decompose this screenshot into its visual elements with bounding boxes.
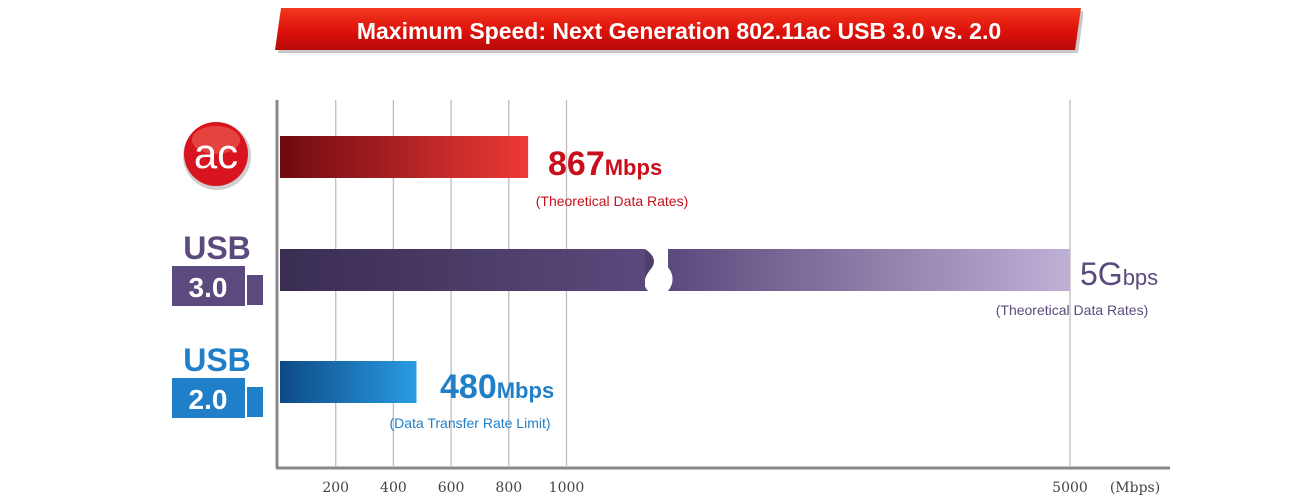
x-tick-label: 5000 bbox=[1052, 480, 1088, 496]
x-tick-label: 600 bbox=[438, 480, 465, 496]
usb-3-icon: USB 3.0 bbox=[172, 230, 263, 306]
bar-break-gap bbox=[665, 249, 673, 291]
ac-logo-icon: ac bbox=[183, 122, 251, 190]
chart-title: Maximum Speed: Next Generation 802.11ac … bbox=[356, 18, 1002, 44]
bar-ac bbox=[280, 136, 529, 178]
usb-label: USB bbox=[183, 230, 251, 266]
x-unit-label: (Mbps) bbox=[1110, 480, 1160, 496]
x-tick-label: 400 bbox=[380, 480, 407, 496]
value-label: 867Mbps bbox=[548, 145, 662, 183]
data-rate-note: (Theoretical Data Rates) bbox=[536, 193, 689, 209]
usb-2-icon: USB 2.0 bbox=[172, 342, 263, 418]
usb-label: USB bbox=[183, 342, 251, 378]
bar-usb3-segment bbox=[668, 249, 1070, 291]
ac-logo-text: ac bbox=[194, 130, 238, 177]
title-banner bbox=[275, 8, 1083, 53]
bar-usb3-segment bbox=[280, 249, 645, 291]
x-tick-label: 1000 bbox=[549, 480, 585, 496]
usb-version-label: 3.0 bbox=[189, 272, 228, 303]
x-tick-label: 800 bbox=[495, 480, 522, 496]
data-rate-note: (Theoretical Data Rates) bbox=[996, 302, 1149, 318]
bar-break-edge bbox=[644, 249, 654, 291]
value-label: 480Mbps bbox=[440, 368, 554, 406]
x-tick-label: 200 bbox=[322, 480, 349, 496]
data-rate-note: (Data Transfer Rate Limit) bbox=[389, 415, 550, 431]
usb-version-label: 2.0 bbox=[189, 384, 228, 415]
value-label: 5Gbps bbox=[1080, 256, 1158, 292]
bar-usb2 bbox=[280, 361, 417, 403]
